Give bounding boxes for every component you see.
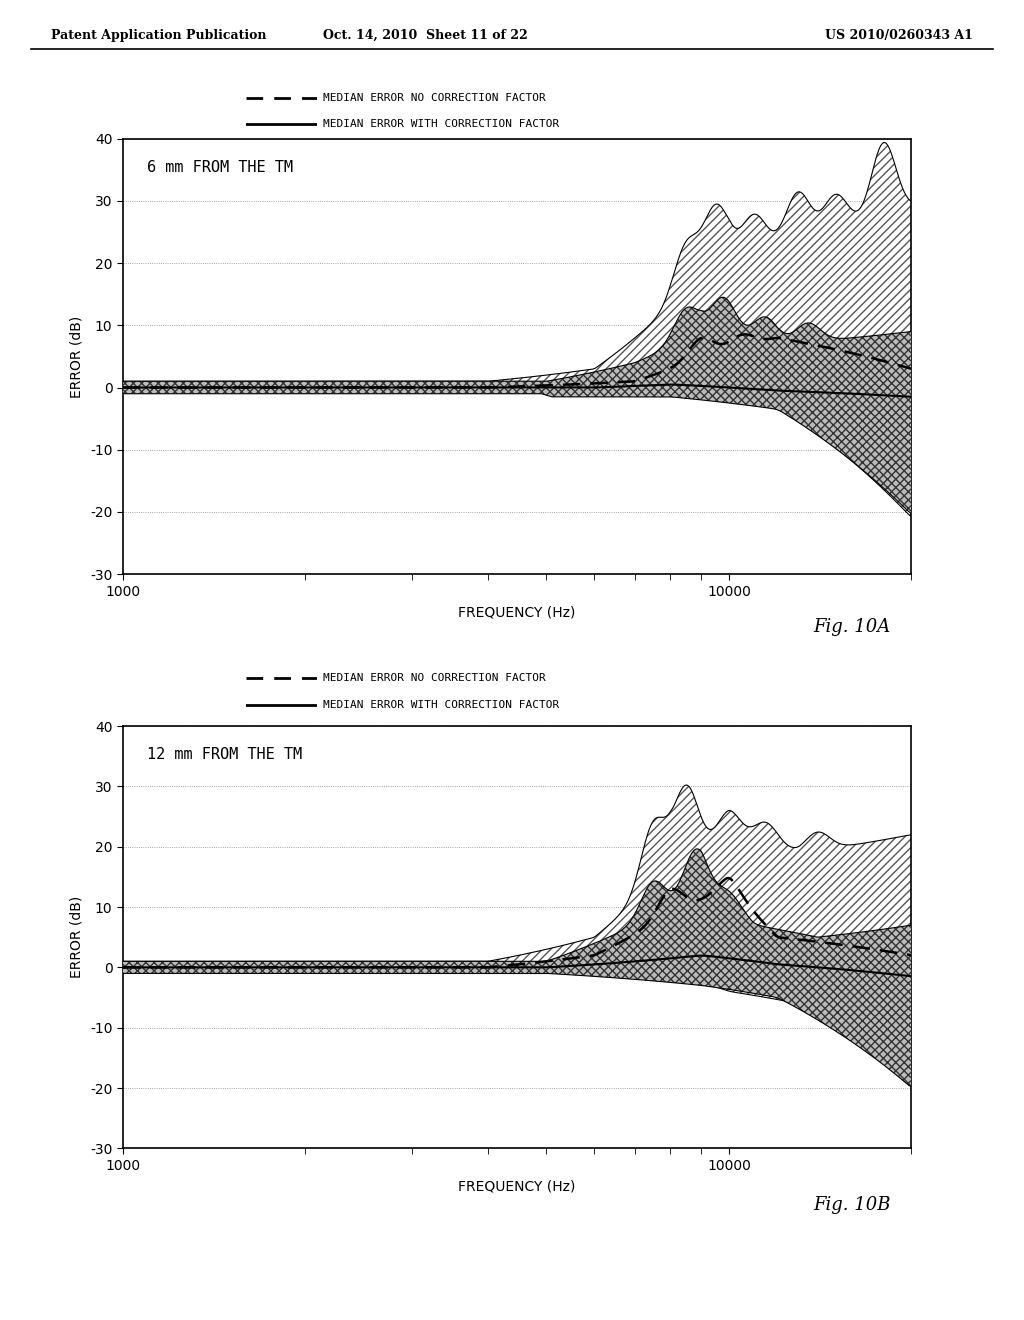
Text: MEDIAN ERROR WITH CORRECTION FACTOR: MEDIAN ERROR WITH CORRECTION FACTOR <box>323 119 559 129</box>
Y-axis label: ERROR (dB): ERROR (dB) <box>69 896 83 978</box>
Text: Fig. 10B: Fig. 10B <box>813 1196 891 1214</box>
Text: Patent Application Publication: Patent Application Publication <box>51 29 266 42</box>
Text: MEDIAN ERROR NO CORRECTION FACTOR: MEDIAN ERROR NO CORRECTION FACTOR <box>323 673 546 684</box>
Text: MEDIAN ERROR NO CORRECTION FACTOR: MEDIAN ERROR NO CORRECTION FACTOR <box>323 92 546 103</box>
Text: US 2010/0260343 A1: US 2010/0260343 A1 <box>825 29 973 42</box>
Text: MEDIAN ERROR WITH CORRECTION FACTOR: MEDIAN ERROR WITH CORRECTION FACTOR <box>323 700 559 710</box>
Text: Fig. 10A: Fig. 10A <box>814 618 891 636</box>
X-axis label: FREQUENCY (Hz): FREQUENCY (Hz) <box>459 1180 575 1193</box>
Text: 12 mm FROM THE TM: 12 mm FROM THE TM <box>146 747 302 762</box>
Text: Oct. 14, 2010  Sheet 11 of 22: Oct. 14, 2010 Sheet 11 of 22 <box>323 29 527 42</box>
X-axis label: FREQUENCY (Hz): FREQUENCY (Hz) <box>459 606 575 619</box>
Text: 6 mm FROM THE TM: 6 mm FROM THE TM <box>146 160 293 176</box>
Y-axis label: ERROR (dB): ERROR (dB) <box>69 315 83 397</box>
